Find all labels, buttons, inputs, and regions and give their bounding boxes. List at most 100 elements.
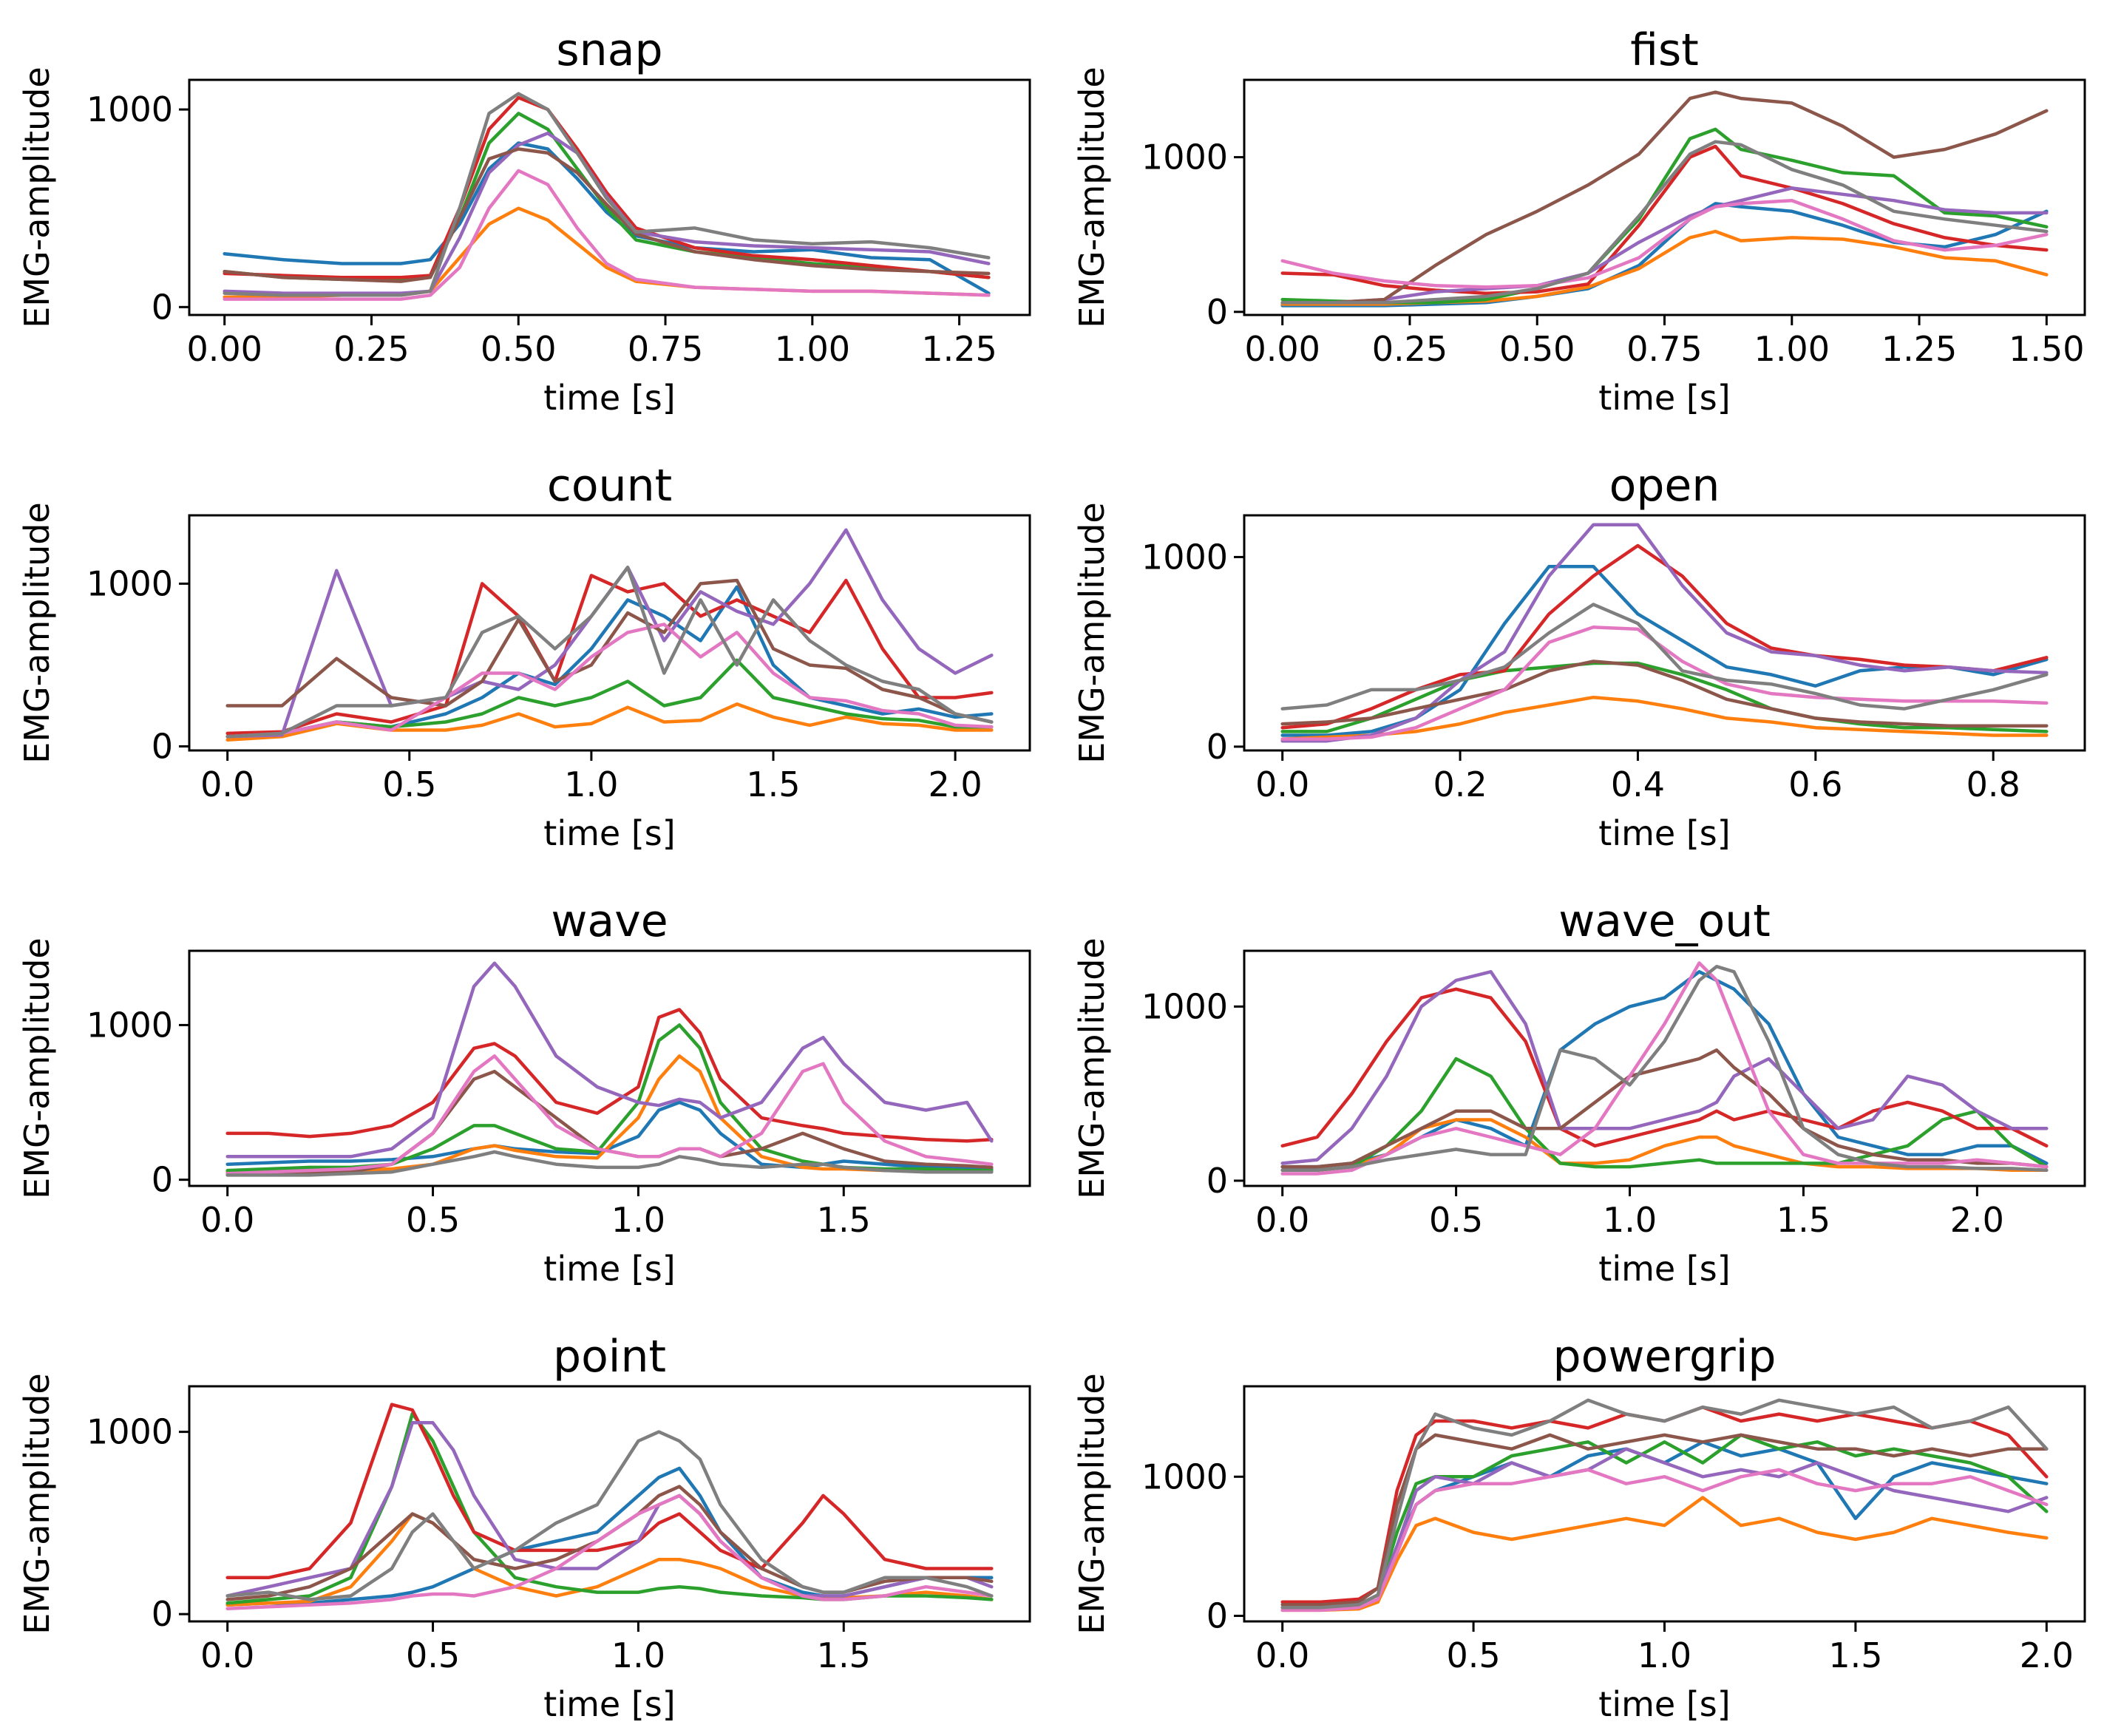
series-group [225, 528, 994, 742]
series-line-ch5 [225, 1421, 994, 1598]
series-group [1280, 1398, 2049, 1613]
x-tick-label: 0.4 [1611, 764, 1665, 804]
x-tick-label: 0.2 [1433, 764, 1487, 804]
x-tick-label: 0.0 [200, 764, 254, 804]
series-line-ch6 [1280, 1433, 2049, 1607]
y-tick-label: 1000 [1141, 537, 1228, 577]
x-axis-label: time [s] [543, 378, 675, 418]
y-axis-label: EMG-amplitude [17, 1373, 57, 1634]
series-group [223, 92, 991, 301]
plot-frame [188, 78, 1031, 316]
y-tick-label: 1000 [1141, 1457, 1228, 1496]
x-tick-label: 1.5 [817, 1635, 871, 1675]
chart-title: wave_out [1558, 895, 1771, 947]
x-tick-label: 1.00 [1754, 329, 1830, 369]
subplot-count: 0.0 0.5 1.0 1.5 2.0 0 1000 count time [s] EMG-amp… [17, 460, 1031, 853]
x-tick-label: 1.50 [2009, 329, 2084, 369]
y-tick-label: 1000 [1141, 986, 1228, 1026]
y-tick-label: 0 [152, 1160, 173, 1200]
series-group [1280, 961, 2049, 1176]
y-axis-label: EMG-amplitude [17, 937, 57, 1198]
series-line-ch8 [1280, 964, 2049, 1173]
series-group [1280, 90, 2049, 308]
series-line-ch5 [1280, 523, 2049, 743]
plot-frame [1243, 949, 2086, 1187]
x-tick-label: 0.0 [1255, 764, 1309, 804]
series-line-ch3 [1280, 127, 2049, 305]
x-tick-label: 0.75 [1626, 329, 1702, 369]
series-line-ch5 [225, 961, 994, 1159]
y-axis-label: EMG-amplitude [1072, 502, 1112, 763]
chart-title: count [547, 460, 672, 512]
series-line-ch7 [225, 623, 994, 739]
chart-title: wave [551, 895, 668, 947]
x-axis-label: time [s] [543, 1249, 675, 1289]
series-line-ch3 [1280, 1433, 2049, 1610]
series-line-ch7 [225, 1493, 994, 1610]
series-group [225, 1403, 994, 1610]
series-line-ch3 [1280, 1057, 2049, 1173]
x-tick-label: 2.0 [2020, 1635, 2074, 1675]
subplot-wave: 0.0 0.5 1.0 1.5 0 1000 wave time [s] EMG-amplitu… [17, 895, 1031, 1289]
series-line-ch8 [225, 1430, 994, 1601]
x-tick-label: 0.5 [406, 1200, 460, 1240]
y-tick-label: 0 [1207, 292, 1228, 332]
x-tick-label: 1.0 [1638, 1635, 1691, 1675]
y-tick-label: 0 [152, 726, 173, 766]
x-tick-label: 1.5 [1776, 1200, 1830, 1240]
x-axis-label: time [s] [543, 813, 675, 853]
series-line-ch8 [1280, 603, 2049, 711]
series-line-ch2 [1280, 695, 2049, 741]
y-tick-label: 1000 [1141, 138, 1228, 177]
series-line-ch4 [1280, 543, 2049, 730]
series-line-ch7 [1280, 198, 2049, 289]
series-line-ch6 [1280, 1048, 2049, 1169]
plot-frame [1243, 514, 2086, 752]
series-line-ch5 [1280, 1447, 2049, 1610]
series-line-ch7 [223, 169, 991, 301]
x-tick-label: 0.5 [406, 1635, 460, 1675]
x-tick-label: 1.5 [1828, 1635, 1882, 1675]
subplot-snap: 0.00 0.25 0.50 0.75 1.00 1.25 0 1000 snap time [s… [17, 24, 1031, 418]
x-tick-label: 0.50 [1499, 329, 1575, 369]
series-line-ch3 [1280, 661, 2049, 733]
x-tick-label: 1.0 [1603, 1200, 1657, 1240]
x-tick-label: 0.5 [1429, 1200, 1483, 1240]
x-tick-label: 1.0 [611, 1635, 665, 1675]
series-line-ch5 [1280, 970, 2049, 1165]
x-axis-label: time [s] [1598, 378, 1730, 418]
subplot-powergrip: 0.0 0.5 1.0 1.5 2.0 0 1000 powergrip time [s] EMG… [1072, 1331, 2086, 1724]
x-tick-label: 0.25 [333, 329, 409, 369]
series-line-ch6 [1280, 660, 2049, 728]
x-tick-label: 0.0 [1255, 1200, 1309, 1240]
series-line-ch6 [223, 147, 991, 283]
x-tick-label: 0.0 [200, 1200, 254, 1240]
x-tick-label: 1.5 [746, 764, 800, 804]
y-tick-label: 1000 [86, 563, 173, 603]
y-axis-label: EMG-amplitude [1072, 1373, 1112, 1634]
x-tick-label: 0.5 [1447, 1635, 1501, 1675]
y-tick-label: 1000 [86, 1412, 173, 1452]
series-line-ch7 [1280, 1468, 2049, 1613]
series-line-ch2 [225, 1054, 994, 1174]
y-tick-label: 0 [1207, 1596, 1228, 1635]
series-line-ch7 [1280, 961, 2049, 1176]
chart-title: snap [556, 24, 662, 76]
series-line-ch4 [225, 1008, 994, 1143]
series-line-ch1 [225, 1100, 994, 1171]
series-line-ch5 [1280, 186, 2049, 305]
y-tick-label: 0 [152, 1594, 173, 1634]
x-tick-label: 1.5 [817, 1200, 871, 1240]
y-tick-label: 0 [152, 287, 173, 327]
series-group [1280, 523, 2049, 743]
plot-frame [188, 514, 1031, 752]
series-line-ch4 [225, 1403, 994, 1580]
series-line-ch6 [225, 578, 994, 724]
x-tick-label: 0.0 [200, 1635, 254, 1675]
y-axis-label: EMG-amplitude [1072, 67, 1112, 328]
chart-title: open [1609, 460, 1720, 512]
series-line-ch7 [225, 1054, 994, 1176]
series-line-ch5 [223, 131, 991, 295]
